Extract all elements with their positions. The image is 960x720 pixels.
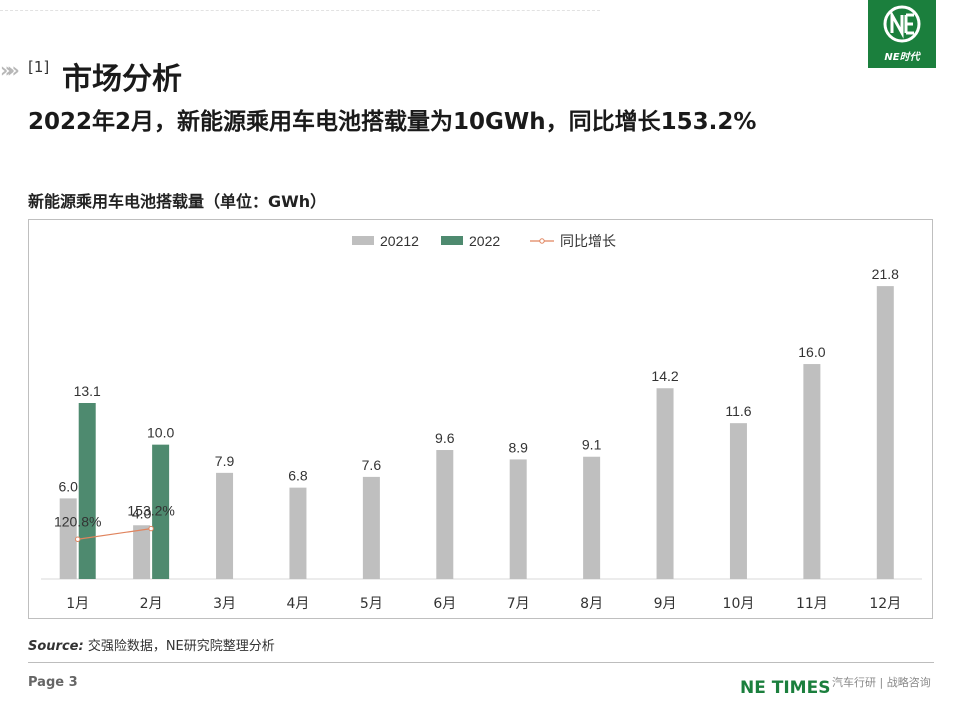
data-label-20212-5: 9.6 <box>435 430 455 446</box>
section-number: [1] <box>28 58 50 76</box>
bar-20212-4 <box>362 476 380 579</box>
data-label-2022-0: 13.1 <box>74 383 101 399</box>
data-label-2022-1: 10.0 <box>147 425 174 441</box>
x-tick-label-3: 4月 <box>286 596 309 612</box>
legend-line-marker <box>539 238 545 244</box>
legend-swatch-1 <box>441 236 463 245</box>
bar-20212-2 <box>216 472 234 579</box>
data-label-20212-8: 14.2 <box>651 368 678 384</box>
bar-20212-8 <box>656 388 674 579</box>
source-note: Source: 交强险数据，NE研究院整理分析 <box>28 635 275 654</box>
data-label-20212-10: 16.0 <box>798 344 825 360</box>
page-number: Page 3 <box>28 675 78 690</box>
growth-label-1: 153.2% <box>127 503 174 519</box>
x-tick-label-2: 3月 <box>213 596 236 612</box>
logo-text: NE时代 <box>884 52 920 63</box>
bar-2022-0 <box>78 403 96 579</box>
data-label-20212-1: 4.0 <box>132 505 152 521</box>
headline: 2022年2月，新能源乘用车电池搭载量为10GWh，同比增长153.2% <box>28 109 757 135</box>
bar-20212-0 <box>59 498 77 579</box>
bar-20212-10 <box>803 364 821 579</box>
x-tick-label-6: 7月 <box>507 596 530 612</box>
legend-label-growth: 同比增长 <box>560 234 616 250</box>
data-label-20212-2: 7.9 <box>215 453 235 469</box>
chevrons-icon: »» <box>0 58 20 82</box>
x-tick-label-10: 11月 <box>796 596 828 612</box>
x-tick-label-5: 6月 <box>433 596 456 612</box>
bar-20212-1 <box>133 525 151 579</box>
brand-logo: NE时代 <box>868 0 936 68</box>
growth-label-0: 120.8% <box>54 513 101 529</box>
page-title: 市场分析 <box>62 62 182 97</box>
bar-20212-5 <box>436 450 454 579</box>
legend-label-0: 20212 <box>380 233 419 249</box>
growth-point-1 <box>148 525 154 532</box>
bar-chart: 6.0 13.1 1月 4.0 10.0 2月 7.9 3月 6.8 4月 7.6 5月 9.6 6月 8.… <box>41 233 922 612</box>
bar-20212-7 <box>583 456 601 579</box>
x-tick-label-7: 8月 <box>580 596 603 612</box>
ne-logo-icon <box>883 5 921 43</box>
data-label-20212-9: 11.6 <box>725 403 751 419</box>
x-tick-label-0: 1月 <box>66 596 89 612</box>
x-tick-label-9: 10月 <box>723 596 755 612</box>
source-text: 交强险数据，NE研究院整理分析 <box>87 639 275 654</box>
x-tick-label-11: 12月 <box>869 596 901 612</box>
bar-20212-3 <box>289 487 307 579</box>
bar-20212-6 <box>509 459 527 579</box>
chart-area: 6.0 13.1 1月 4.0 10.0 2月 7.9 3月 6.8 4月 7.6 5月 9.6 6月 8.… <box>28 219 933 619</box>
top-divider <box>0 10 600 11</box>
footer-divider <box>28 662 934 663</box>
legend-label-1: 2022 <box>469 233 500 249</box>
data-label-20212-0: 6.0 <box>58 478 78 494</box>
source-label: Source: <box>28 639 84 654</box>
data-label-20212-6: 8.9 <box>508 439 528 455</box>
footer-tagline: 汽车行研 | 战略咨询 <box>832 676 931 689</box>
bar-2022-1 <box>152 444 170 579</box>
growth-line <box>77 528 152 540</box>
bar-20212-9 <box>729 423 747 579</box>
bar-20212-11 <box>876 286 894 579</box>
growth-point-0 <box>75 536 81 542</box>
x-tick-label-1: 2月 <box>140 596 163 612</box>
data-label-20212-7: 9.1 <box>582 437 602 453</box>
chart-title: 新能源乘用车电池搭载量（单位：GWh） <box>28 192 327 211</box>
legend-swatch-0 <box>352 236 374 245</box>
footer-brand: NE TIMES <box>740 678 831 698</box>
x-tick-label-8: 9月 <box>654 596 677 612</box>
x-tick-label-4: 5月 <box>360 596 383 612</box>
data-label-20212-4: 7.6 <box>362 457 382 473</box>
data-label-20212-11: 21.8 <box>872 266 899 282</box>
data-label-20212-3: 6.8 <box>288 468 308 484</box>
